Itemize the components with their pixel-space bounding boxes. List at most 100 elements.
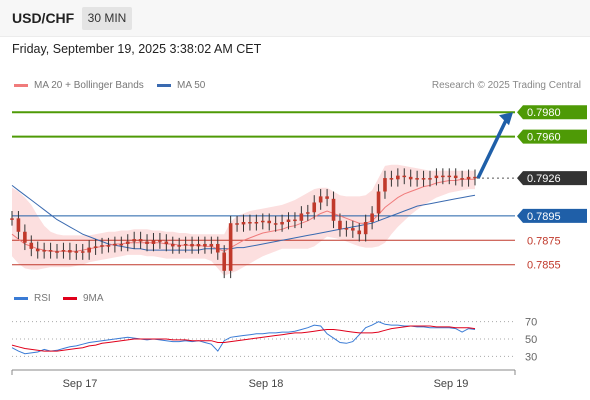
candle-body [357, 230, 362, 235]
rsi-tick-label: 50 [525, 334, 537, 346]
candle-body [55, 251, 59, 253]
forecast-arrow-head [499, 112, 513, 126]
x-axis-label: Sep 17 [63, 378, 98, 390]
candle-body [235, 223, 239, 225]
header-bar: USD/CHF 30 MIN [0, 0, 590, 37]
candle-body [42, 250, 46, 252]
candle-body [29, 242, 34, 249]
rsi-swatch [14, 297, 28, 300]
candle-body [267, 220, 272, 224]
candle-body [466, 176, 471, 180]
candle-body [80, 251, 85, 253]
candle-body [325, 196, 329, 199]
candle-body [48, 250, 53, 252]
candle-body [228, 223, 233, 271]
candle-body [389, 178, 394, 180]
rsi-ma-swatch [63, 297, 77, 300]
candle-body [331, 198, 336, 221]
candle-body [447, 175, 452, 178]
candle-body [441, 175, 445, 178]
candle-body [74, 251, 79, 253]
candle-body [113, 243, 117, 246]
candle-body [415, 178, 419, 180]
candle-body [453, 175, 458, 179]
legend-ma20: MA 20 + Bollinger Bands [14, 80, 144, 91]
candle-body [473, 176, 477, 179]
candle-body [106, 245, 111, 247]
level-label-pivot: 0.7895 [527, 211, 561, 223]
candle-body [23, 231, 27, 243]
level-tag-current [517, 171, 587, 186]
candle-body [170, 243, 175, 247]
candle-body [402, 175, 407, 178]
candle-body [306, 212, 310, 214]
ma50-line [11, 185, 476, 251]
candle-body [376, 191, 381, 214]
legend-ma20-label: MA 20 + Bollinger Bands [34, 80, 144, 91]
candle-body [260, 220, 265, 223]
candle-body [363, 222, 368, 235]
candle-body [280, 222, 284, 225]
candle-body [93, 246, 98, 248]
legend-rsi: RSI [14, 293, 51, 304]
candle-body [145, 241, 149, 244]
level-tag-resistance [517, 129, 587, 144]
level-tag-pivot [517, 208, 587, 223]
x-axis-label: Sep 18 [249, 378, 284, 390]
candle-body [222, 252, 227, 271]
legend-ma50-label: MA 50 [177, 80, 206, 91]
candle-body [396, 175, 400, 180]
rsi-tick-label: 70 [525, 317, 537, 329]
candle-body [460, 178, 464, 180]
candle-body [293, 219, 297, 222]
symbol-label: USD/CHF [12, 10, 75, 26]
candle-body [338, 220, 342, 230]
level-label-resistance: 0.7960 [527, 132, 561, 144]
candle-body [344, 228, 349, 230]
candle-body [190, 243, 194, 247]
candle-body [203, 243, 207, 247]
candle-body [16, 218, 21, 232]
candle-body [312, 202, 317, 213]
credit-text: Research © 2025 Trading Central [431, 80, 581, 91]
candle-body [370, 213, 374, 222]
candle-body [248, 222, 252, 224]
candle-body [318, 196, 323, 203]
candle-body [151, 240, 156, 244]
candle-body [383, 178, 387, 192]
rsi-tick-label: 30 [525, 351, 537, 363]
ma20-swatch [14, 84, 28, 87]
candle-body [421, 178, 426, 180]
level-label-current: 0.7926 [527, 173, 561, 185]
legend-rsi-ma-label: 9MA [83, 293, 104, 304]
candle-body [254, 222, 259, 224]
candle-body [164, 241, 169, 244]
candle-body [132, 239, 136, 242]
legend-rsi-ma: 9MA [63, 293, 104, 304]
ma50-swatch [157, 84, 171, 87]
legend-rsi-label: RSI [34, 293, 51, 304]
timeframe-button[interactable]: 30 MIN [82, 7, 132, 30]
candle-body [351, 228, 355, 231]
candle-body [299, 213, 304, 221]
candle-body [215, 243, 220, 253]
candle-body [183, 243, 188, 246]
candle-body [273, 223, 278, 225]
candle-body [61, 250, 66, 252]
candle-body [158, 240, 162, 242]
rsi-line [11, 321, 476, 355]
candle-body [125, 241, 130, 244]
candle-body [10, 218, 14, 220]
datetime-label: Friday, September 19, 2025 3:38:02 AM CE… [12, 42, 262, 56]
level-label-resistance: 0.7980 [527, 107, 561, 119]
candle-body [434, 175, 439, 179]
candle-body [35, 248, 40, 252]
candle-body [119, 243, 124, 246]
candle-body [100, 245, 104, 247]
forecast-arrow-shaft [476, 117, 509, 179]
candle-body [138, 239, 143, 242]
candle-body [428, 178, 432, 180]
level-label-support: 0.7875 [527, 235, 561, 247]
legend-ma50: MA 50 [157, 80, 205, 91]
